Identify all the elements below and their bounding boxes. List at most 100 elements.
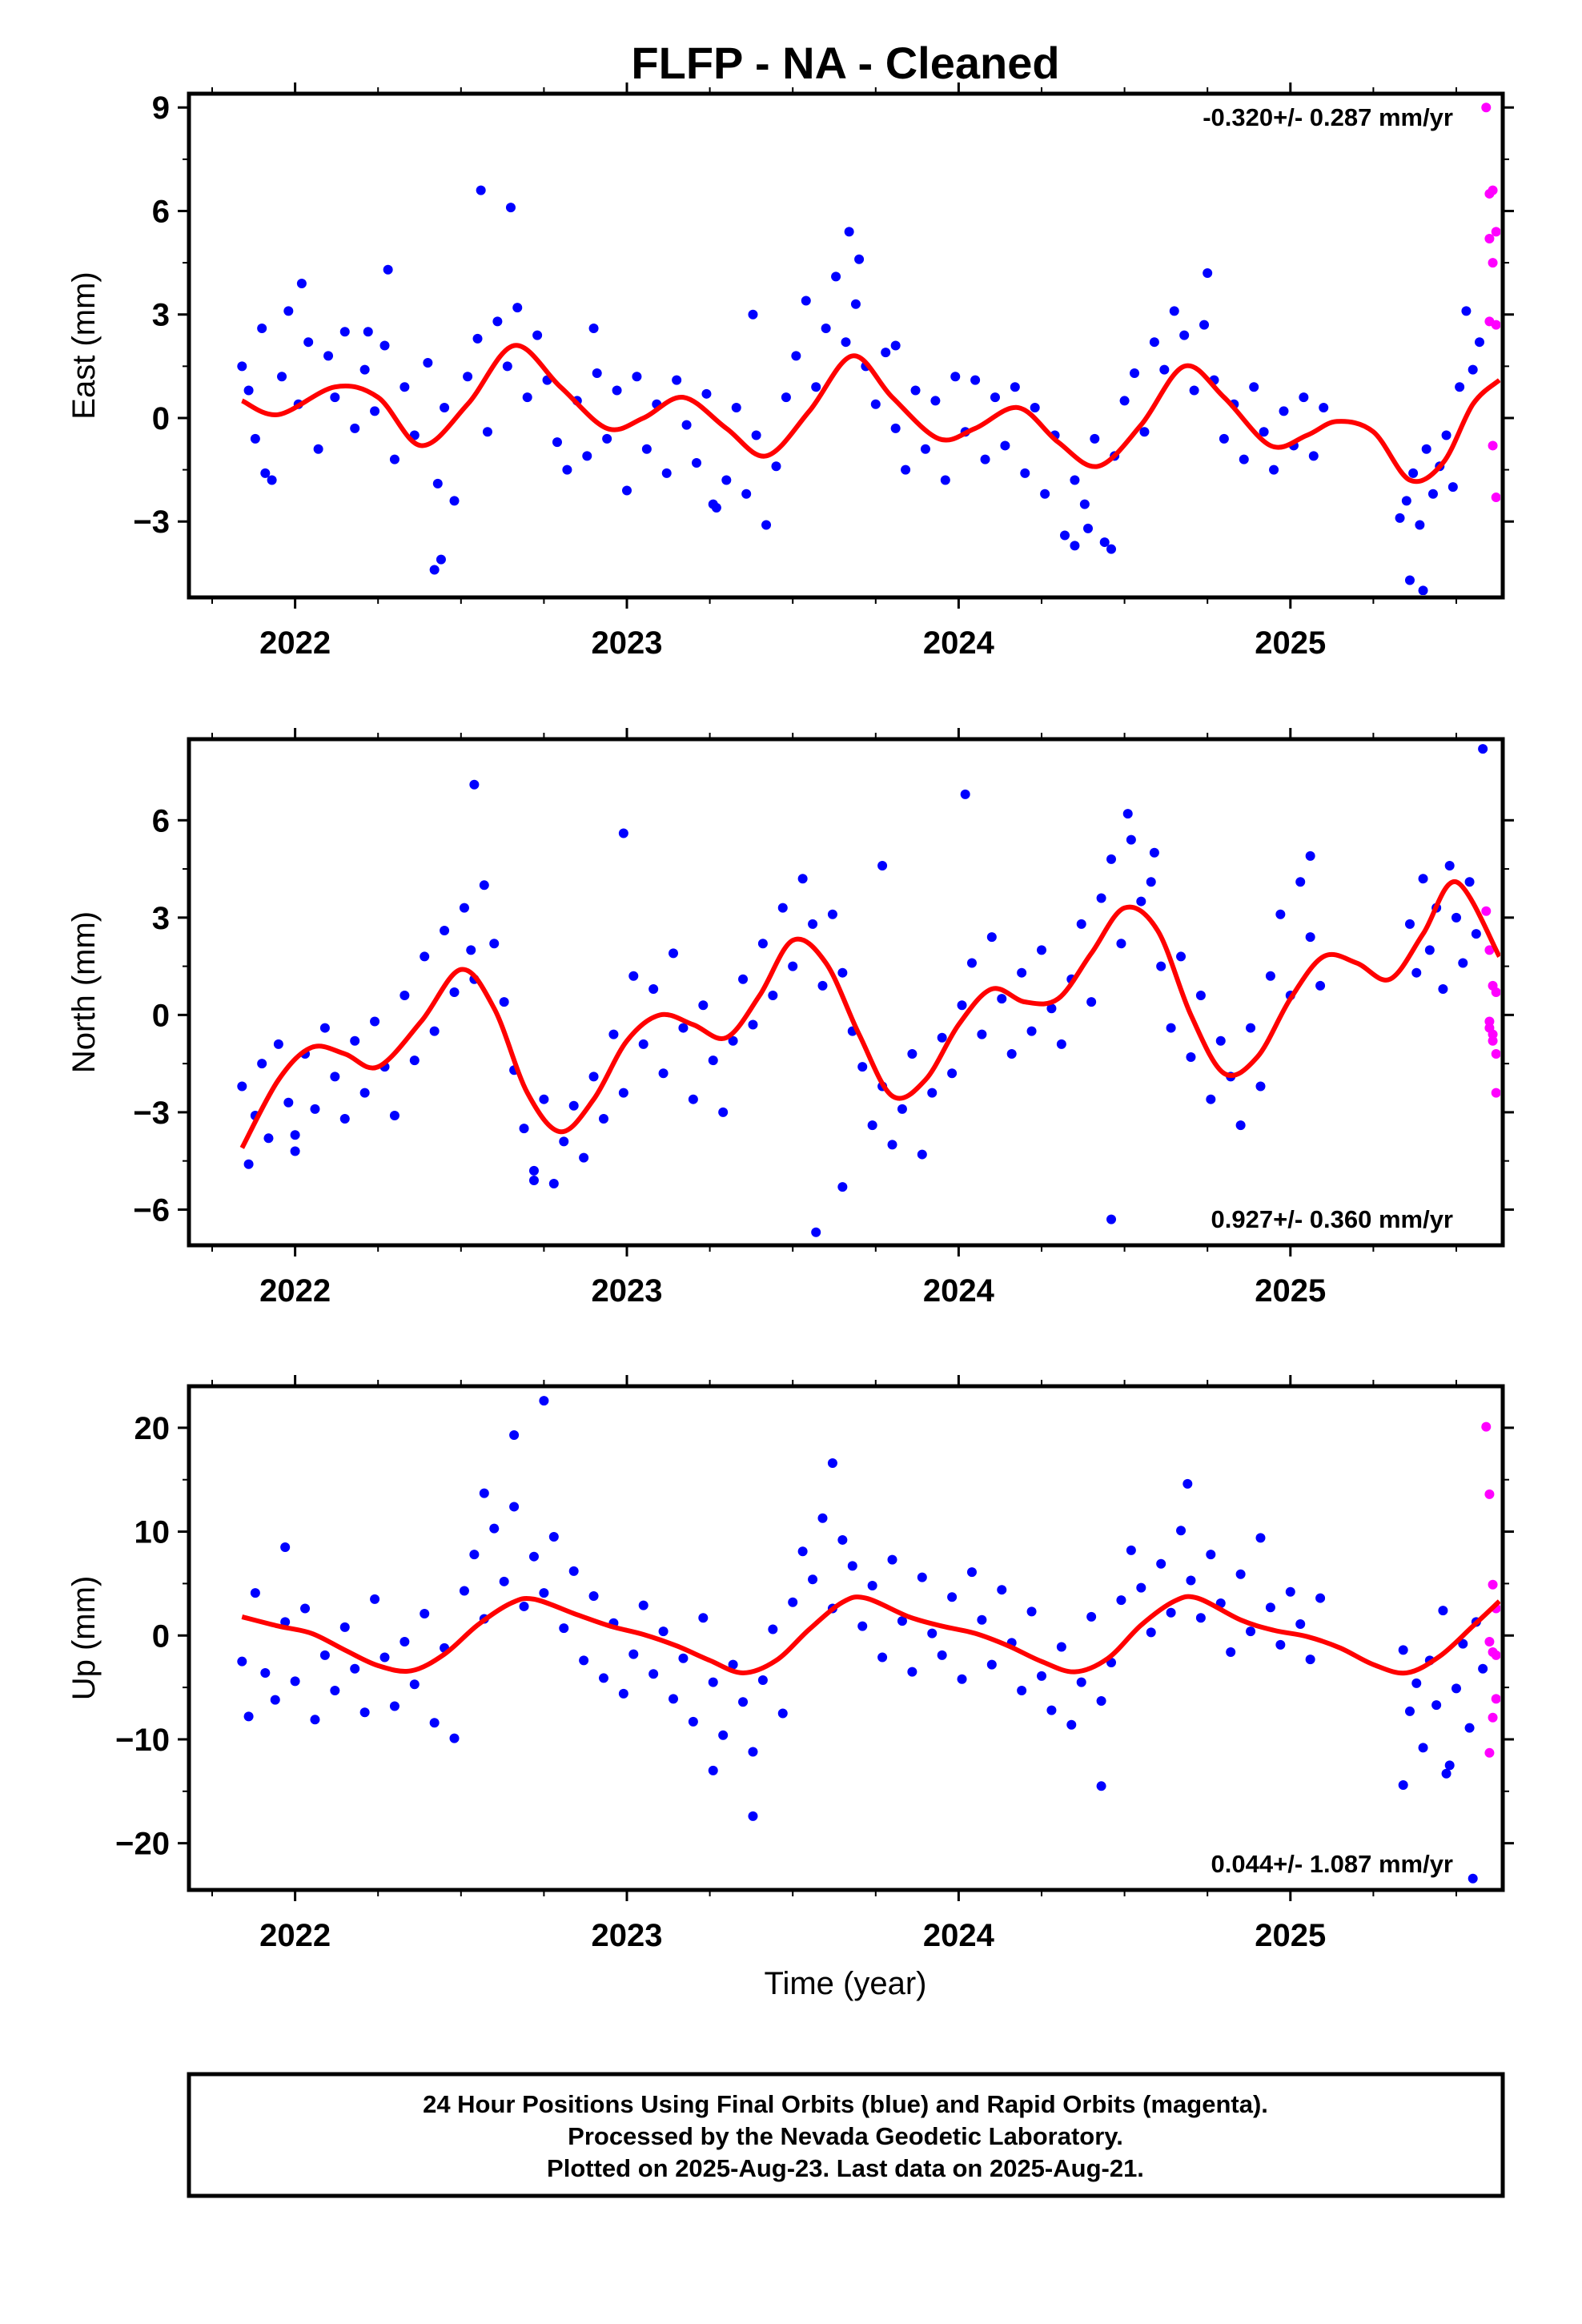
north-rate-label: 0.927+/- 0.360 mm/yr [1211, 1205, 1453, 1233]
up-final-point [409, 1679, 420, 1690]
up-final-point [270, 1695, 280, 1705]
north-y-tick-label: 0 [152, 998, 170, 1033]
north-final-point [1026, 1026, 1037, 1036]
up-final-point [400, 1637, 410, 1647]
up-x-tick-label: 2023 [592, 1918, 663, 1953]
east-final-point [1149, 337, 1159, 348]
north-final-point [1195, 991, 1206, 1001]
east-panel: −3 0 3 6 9 2022 2023 2024 2025 East (mm) -0.320+/-… [66, 82, 1514, 661]
north-final-point [608, 1029, 619, 1039]
east-final-point [339, 327, 350, 337]
up-final-point [997, 1585, 1007, 1595]
up-y-tick-label: 0 [152, 1618, 170, 1654]
up-final-point [708, 1677, 718, 1687]
up-final-point [1275, 1639, 1286, 1650]
up-final-point [748, 1747, 758, 1757]
footer-line-2: Processed by the Nevada Geodetic Laborat… [568, 2122, 1123, 2150]
up-rapid-point [1484, 1637, 1495, 1647]
east-final-point [1219, 433, 1229, 444]
east-final-point [1249, 382, 1259, 392]
north-y-tick-label: 6 [152, 803, 170, 838]
up-final-point [568, 1566, 579, 1576]
up-final-point [330, 1685, 340, 1695]
east-rapid-point [1491, 493, 1500, 503]
north-final-point [1146, 877, 1156, 887]
east-final-point [330, 392, 340, 403]
north-final-point [400, 991, 410, 1001]
east-final-point [505, 203, 516, 213]
north-final-point [319, 1023, 330, 1033]
east-final-point [1441, 430, 1452, 440]
north-y-axis-label: North (mm) [66, 911, 102, 1073]
north-final-point [688, 1094, 698, 1104]
north-final-point [1411, 967, 1422, 978]
footer-frame [187, 2072, 1505, 2198]
east-final-point [781, 392, 791, 403]
up-final-point [638, 1600, 648, 1610]
up-final-point [728, 1659, 738, 1670]
north-final-point [1106, 1214, 1117, 1224]
north-final-point [519, 1124, 529, 1134]
up-final-point [1066, 1719, 1077, 1730]
up-final-point [469, 1550, 480, 1560]
east-final-point [771, 461, 781, 472]
east-final-point [1455, 382, 1465, 392]
up-final-point [449, 1733, 460, 1743]
north-y-tick-label: −6 [133, 1192, 170, 1228]
east-final-point [532, 330, 543, 340]
up-final-point [658, 1626, 669, 1637]
east-rapid-point [1484, 233, 1495, 243]
east-final-point [612, 385, 622, 396]
east-final-point [841, 337, 851, 348]
north-y-tick-label: 3 [152, 901, 170, 936]
up-y-tick-label: 20 [135, 1411, 171, 1446]
east-final-point [502, 361, 512, 372]
east-final-point [661, 468, 672, 478]
east-fit-curve [240, 343, 1500, 485]
up-final-point [379, 1652, 390, 1663]
east-final-point [350, 423, 360, 433]
east-final-point [257, 323, 267, 333]
east-final-point [1404, 575, 1415, 585]
east-final-point [632, 372, 642, 382]
up-final-point [718, 1730, 729, 1740]
east-final-point [1020, 468, 1030, 478]
north-final-point [1166, 1023, 1176, 1033]
up-final-point [290, 1676, 300, 1687]
east-final-point [472, 333, 483, 344]
footer-box: 24 Hour Positions Using Final Orbits (bl… [187, 2072, 1505, 2198]
north-final-point [1451, 912, 1461, 923]
north-final-point [927, 1088, 938, 1098]
up-final-point [1468, 1873, 1478, 1884]
east-rapid-point [1481, 103, 1492, 113]
up-final-point [678, 1653, 689, 1663]
north-rapid-point [1484, 945, 1495, 955]
east-final-point [1083, 523, 1094, 533]
north-final-point [618, 1088, 628, 1098]
east-final-point [1418, 585, 1428, 595]
up-final-point [1206, 1550, 1216, 1560]
up-rate-label: 0.044+/- 1.087 mm/yr [1211, 1850, 1453, 1878]
up-rapid-point [1484, 1747, 1495, 1758]
up-final-point [827, 1458, 837, 1468]
east-final-point [1427, 489, 1438, 499]
east-final-point [731, 403, 741, 413]
north-final-point [827, 909, 837, 919]
north-final-point [350, 1035, 360, 1046]
north-rapid-point [1488, 1029, 1498, 1039]
east-final-point [890, 423, 901, 433]
north-final-point [1215, 1035, 1226, 1046]
up-final-point [1295, 1618, 1306, 1629]
east-final-point [1259, 427, 1269, 437]
up-final-point [519, 1601, 529, 1611]
east-final-point [463, 372, 473, 382]
up-rapid-point [1484, 1489, 1495, 1499]
east-final-point [1179, 330, 1190, 340]
up-final-point [300, 1603, 311, 1614]
north-fit-curve [239, 879, 1500, 1149]
north-final-point [738, 974, 749, 984]
north-final-point [1305, 850, 1315, 861]
up-final-point [757, 1675, 768, 1686]
north-final-point [469, 779, 480, 790]
